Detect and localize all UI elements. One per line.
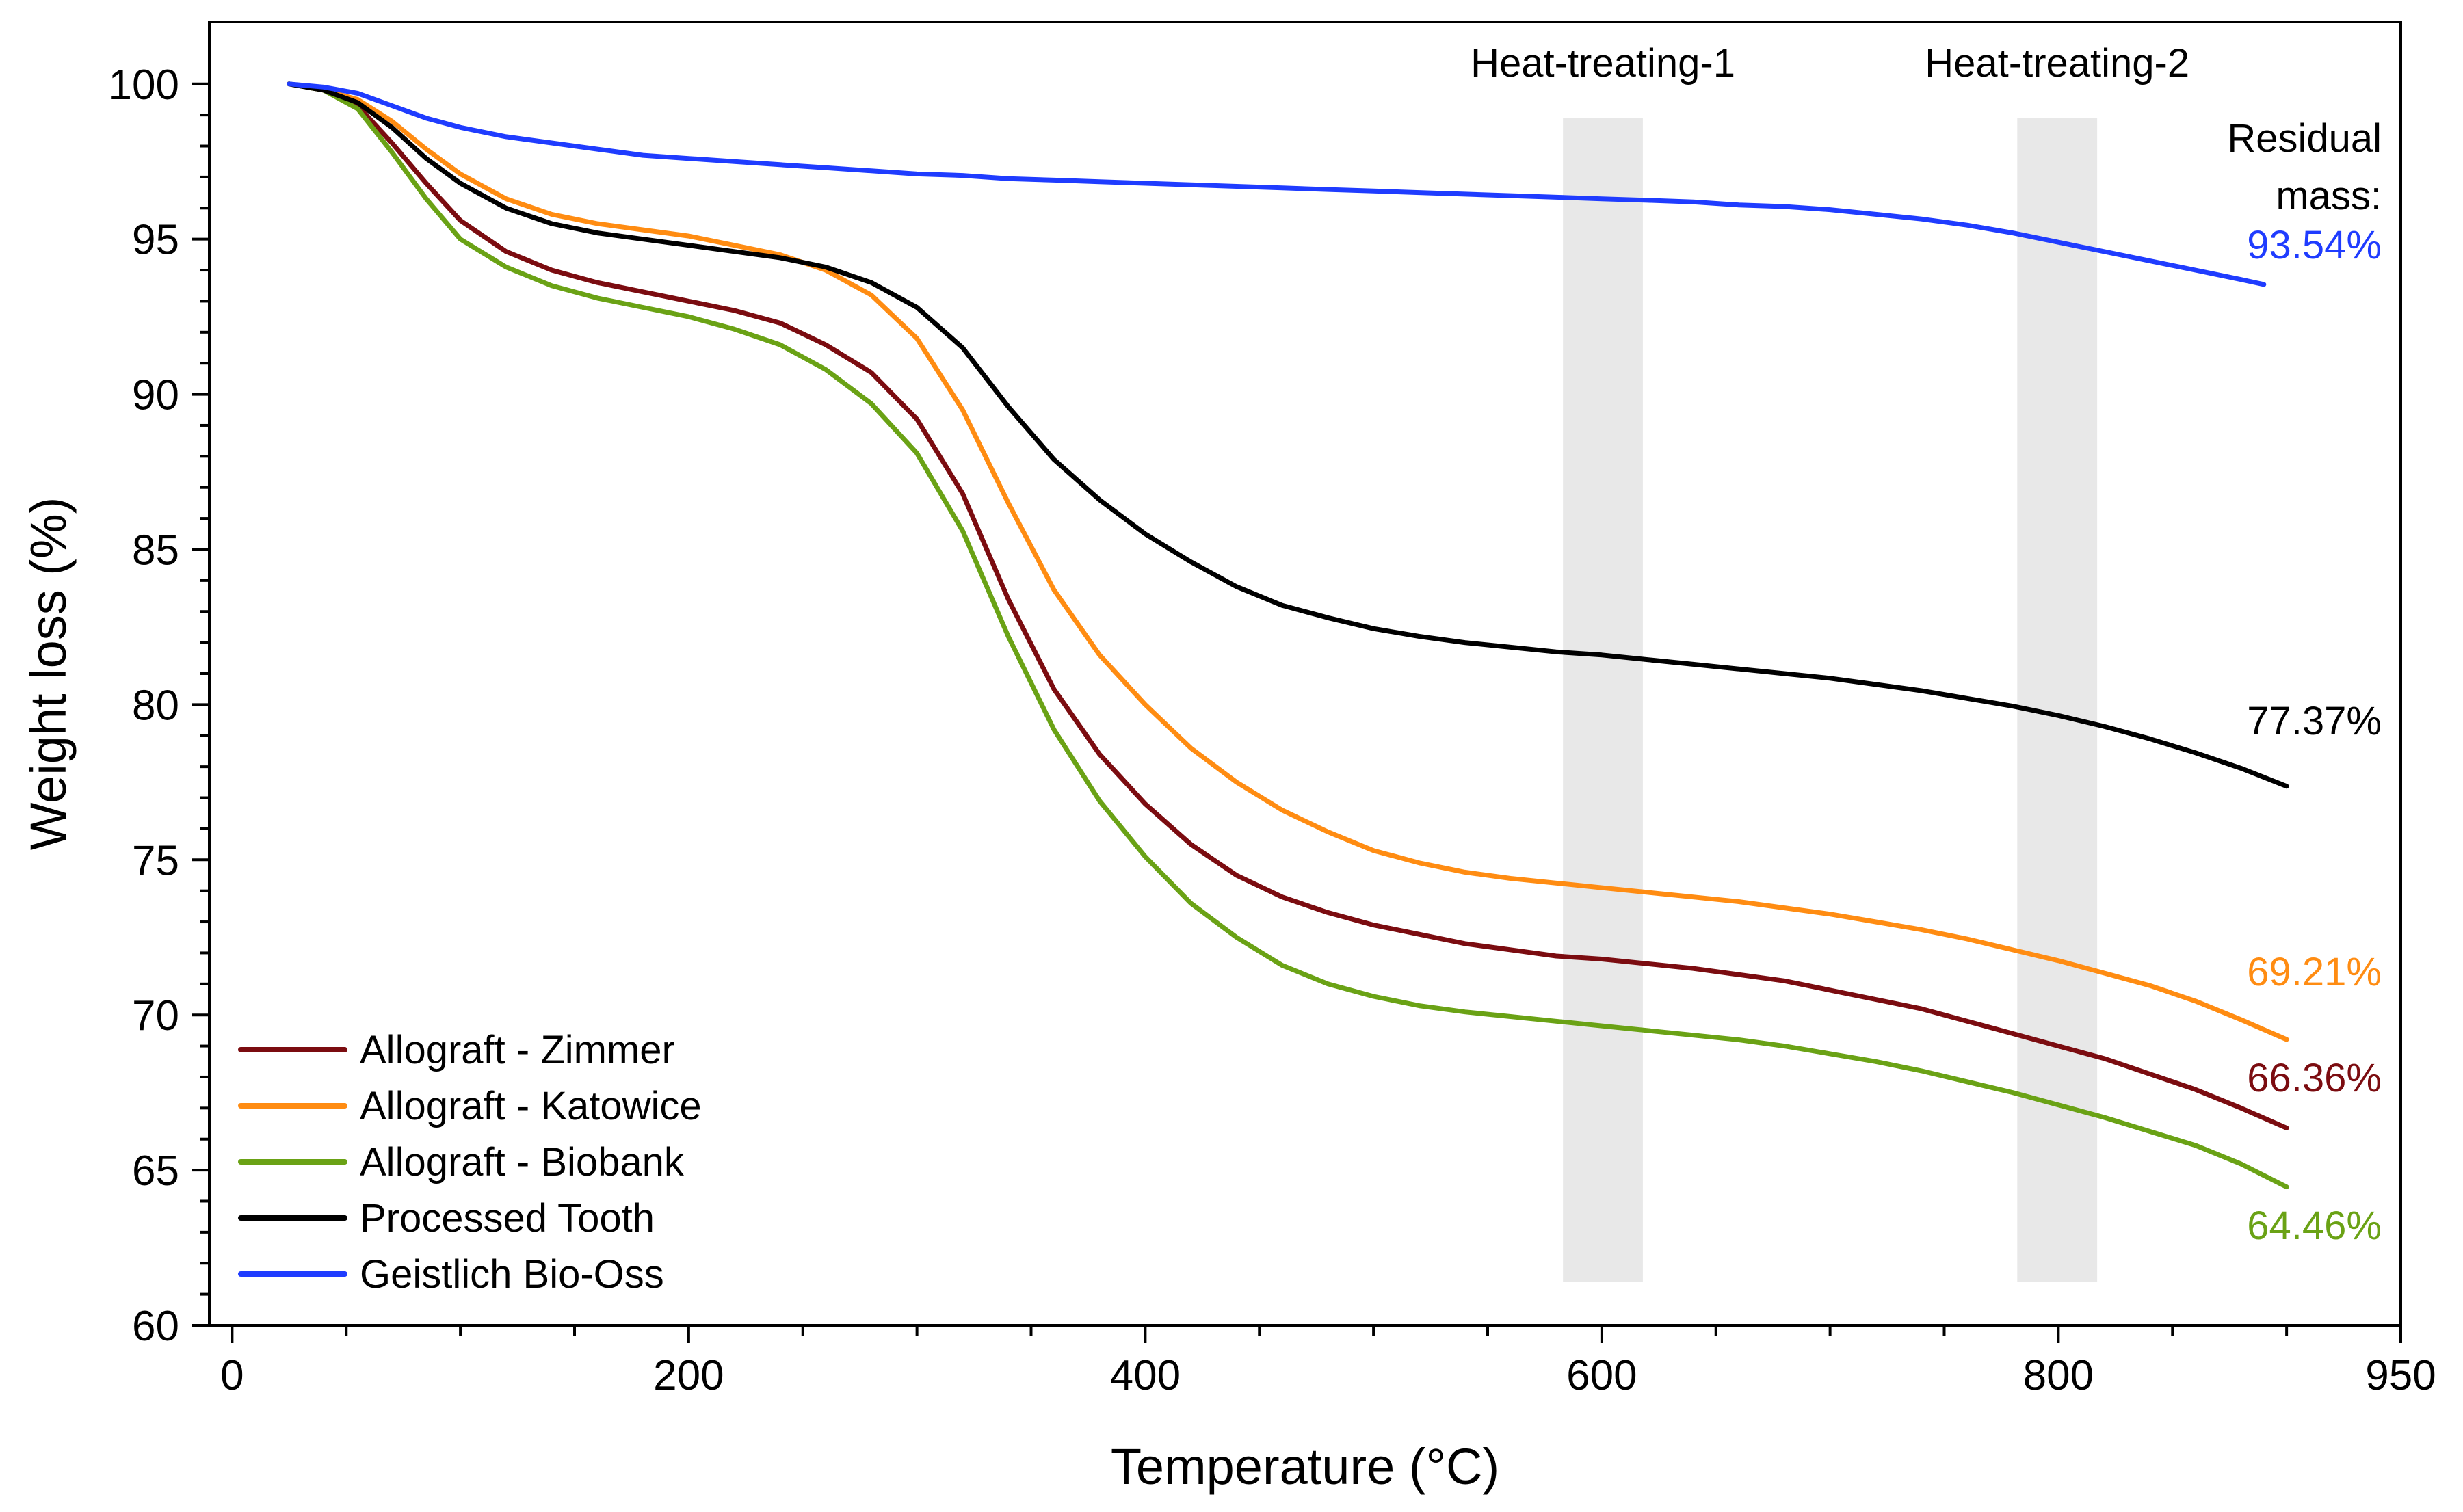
heat-treating-region-2 (2017, 118, 2098, 1282)
y-tick-label: 65 (132, 1148, 179, 1195)
x-tick-label: 200 (653, 1352, 724, 1399)
residual-mass-title-line-2: mass: (2276, 174, 2382, 218)
legend-label: Allograft - Katowice (360, 1084, 702, 1128)
series-lines (287, 81, 2289, 1190)
series-line-allograft-zimmer (287, 81, 2289, 1130)
residual-mass-title-line-1: Residual (2227, 116, 2382, 161)
y-tick-label: 85 (132, 527, 179, 574)
legend-label: Geistlich Bio-Oss (360, 1252, 664, 1297)
y-tick-label: 75 (132, 837, 179, 884)
x-axis-ticks: 0 200 400 600 800 950 (220, 1325, 2436, 1399)
end-label-allograft-katowice: 69.21% (2247, 950, 2382, 994)
y-tick-label: 95 (132, 217, 179, 264)
y-tick-label: 100 (109, 62, 179, 109)
x-tick-label: 950 (2365, 1352, 2436, 1399)
legend-label: Allograft - Biobank (360, 1140, 685, 1184)
y-axis-ticks: 60 65 70 75 80 85 90 95 100 (109, 62, 209, 1350)
series-line-allograft-biobank (287, 81, 2289, 1190)
residual-mass-labels: 66.36% 69.21% 64.46% 77.37% 93.54% (2247, 223, 2382, 1248)
series-line-geistlich-bio-oss (287, 81, 2267, 287)
x-tick-label: 600 (1566, 1352, 1637, 1399)
y-tick-label: 70 (132, 992, 179, 1039)
x-tick-label: 0 (220, 1352, 243, 1399)
end-label-processed-tooth: 77.37% (2247, 699, 2382, 743)
region-labels: Heat-treating-1 Heat-treating-2 (1471, 41, 2189, 85)
x-axis-title: Temperature (°C) (1111, 1438, 1499, 1495)
heat-treating-region-1 (1563, 118, 1643, 1282)
y-axis-title: Weight loss (%) (20, 497, 77, 851)
series-line-allograft-katowice (287, 81, 2289, 1042)
legend: Allograft - Zimmer Allograft - Katowice Al… (238, 1028, 702, 1297)
x-tick-label: 400 (1110, 1352, 1181, 1399)
legend-label: Processed Tooth (360, 1196, 655, 1241)
y-tick-label: 80 (132, 682, 179, 729)
legend-label: Allograft - Zimmer (360, 1028, 675, 1072)
heat-treating-label-2: Heat-treating-2 (1925, 41, 2189, 85)
end-label-allograft-zimmer: 66.36% (2247, 1056, 2382, 1100)
end-label-allograft-biobank: 64.46% (2247, 1204, 2382, 1248)
y-tick-label: 60 (132, 1303, 179, 1350)
y-tick-label: 90 (132, 372, 179, 419)
heat-treating-label-1: Heat-treating-1 (1471, 41, 1735, 85)
series-line-processed-tooth (287, 81, 2289, 789)
heat-treating-regions (1563, 118, 2098, 1282)
end-label-geistlich-bio-oss: 93.54% (2247, 223, 2382, 267)
x-tick-label: 800 (2023, 1352, 2094, 1399)
